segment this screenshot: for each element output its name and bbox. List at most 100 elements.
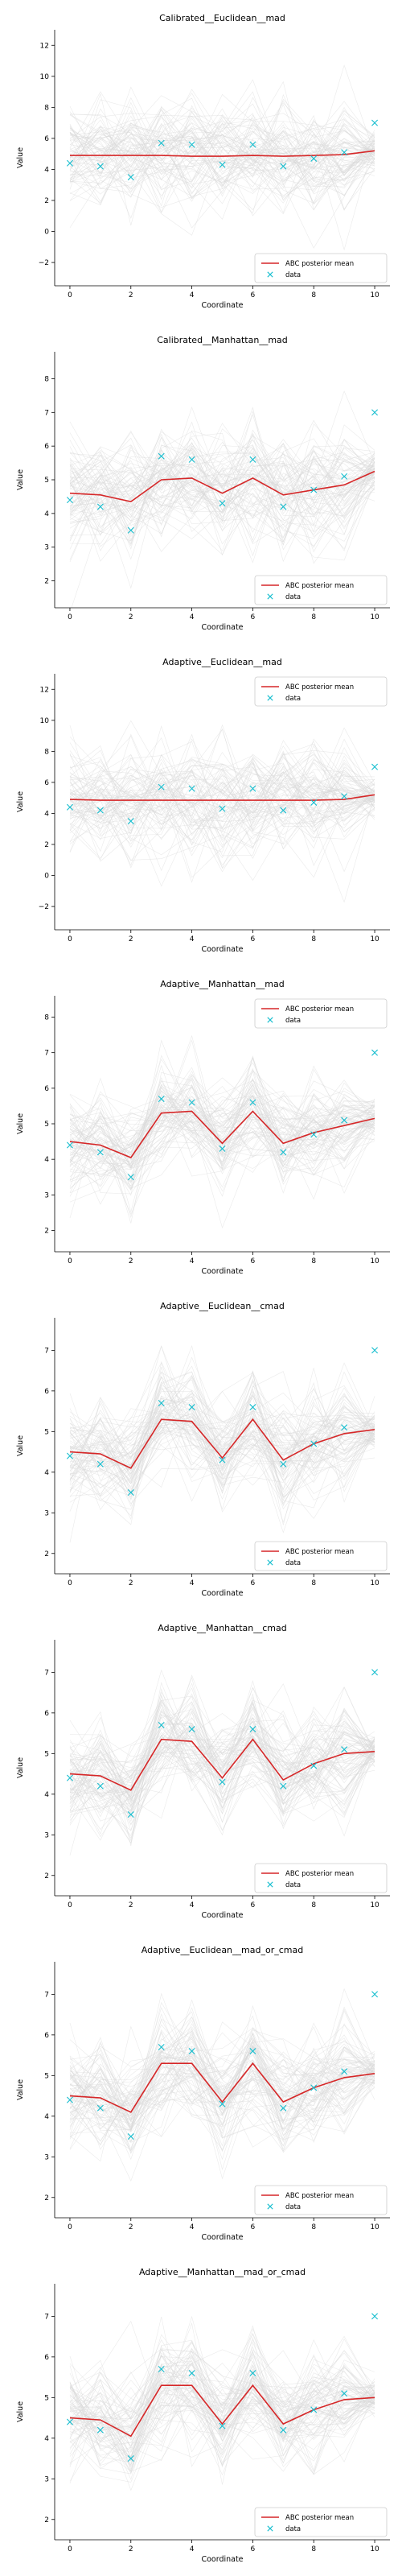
legend: ABC posterior mean data <box>254 998 388 1029</box>
sample-trace <box>69 1101 375 1163</box>
y-tick-label: 5 <box>44 477 49 485</box>
y-tick-label: −2 <box>39 259 49 267</box>
y-tick-label: 4 <box>44 1156 49 1164</box>
x-tick-label: 8 <box>311 935 316 943</box>
x-tick-label: 2 <box>129 613 133 621</box>
sample-trace <box>69 762 375 846</box>
y-tick-label: 5 <box>44 1121 49 1129</box>
sample-trace <box>69 95 375 215</box>
sample-trace <box>69 122 375 189</box>
data-point <box>188 785 195 792</box>
sample-trace <box>69 725 375 833</box>
sample-trace <box>69 2013 375 2130</box>
sample-trace <box>69 790 375 869</box>
sample-trace <box>69 64 375 184</box>
y-tick-label: 4 <box>44 510 49 518</box>
sample-trace <box>69 753 375 823</box>
sample-trace <box>69 1086 375 1187</box>
y-tick-label: 2 <box>44 1872 49 1880</box>
data-point <box>96 1782 104 1790</box>
chart-title: Calibrated__Manhattan__mad <box>157 335 288 345</box>
x-tick-label: 4 <box>190 1579 195 1587</box>
sample-trace <box>69 2355 375 2472</box>
sample-trace <box>69 742 375 839</box>
sample-trace <box>69 1711 375 1794</box>
data-point <box>341 2068 348 2075</box>
x-axis-label: Coordinate <box>201 2233 243 2242</box>
x-tick-label: 8 <box>311 1901 316 1909</box>
x-tick-label: 2 <box>129 935 133 943</box>
x-tick-label: 4 <box>190 1257 195 1265</box>
legend: ABC posterior mean data <box>254 1863 388 1893</box>
legend-label-mean: ABC posterior mean <box>285 1548 354 1556</box>
data-point <box>310 1762 318 1769</box>
legend-marker-swatch <box>267 2525 273 2532</box>
y-axis-label: Value <box>16 469 25 490</box>
sample-trace <box>69 2375 375 2458</box>
chart-title: Adaptive__Manhattan__cmad <box>158 1623 286 1633</box>
sample-trace <box>69 745 375 833</box>
legend-label-data: data <box>285 2525 301 2533</box>
sample-trace <box>69 2042 375 2130</box>
legend-marker-swatch <box>267 593 273 600</box>
data-point <box>310 486 318 493</box>
sample-trace <box>69 2334 375 2475</box>
data-point <box>96 2426 104 2434</box>
data-point <box>280 1149 287 1156</box>
x-tick-label: 0 <box>68 1579 72 1587</box>
y-tick-label: 3 <box>44 544 49 552</box>
sample-trace <box>69 1393 375 1502</box>
sample-trace <box>69 1095 375 1163</box>
sample-trace <box>69 1726 375 1813</box>
x-tick-label: 4 <box>190 613 195 621</box>
sample-trace <box>69 1372 375 1517</box>
y-tick-label: 2 <box>44 2516 49 2524</box>
sample-trace <box>69 2363 375 2462</box>
chart-panel: 0 2 4 6 8 10 −2 0 2 4 6 8 10 12 Adaptive__Euclidean__m… <box>16 657 390 954</box>
sample-trace <box>69 454 375 534</box>
posterior-mean-line <box>69 1738 375 1791</box>
x-tick-label: 8 <box>311 1257 316 1265</box>
sample-trace <box>69 439 375 514</box>
posterior-mean-line <box>69 1110 375 1158</box>
sample-trace <box>69 114 375 196</box>
x-tick-label: 8 <box>311 2545 316 2553</box>
sample-trace <box>69 1080 375 1169</box>
chart-title: Adaptive__Manhattan__mad_or_cmad <box>139 2267 306 2277</box>
data-markers <box>66 1669 379 1818</box>
x-tick-label: 8 <box>311 613 316 621</box>
sample-trace <box>69 445 375 542</box>
sample-trace <box>69 1084 375 1172</box>
y-tick-label: 6 <box>44 1388 49 1396</box>
y-tick-label: 6 <box>44 1710 49 1718</box>
chart-title: Adaptive__Euclidean__mad <box>162 657 282 667</box>
data-point <box>66 1141 73 1149</box>
sample-trace <box>69 753 375 835</box>
legend-box <box>254 998 388 1029</box>
x-tick-label: 10 <box>370 291 379 299</box>
sample-trace <box>69 93 375 226</box>
sample-trace <box>69 1992 375 2131</box>
y-axis-label: Value <box>16 147 25 168</box>
y-tick-label: −2 <box>39 903 49 911</box>
sample-trace <box>69 1392 375 1498</box>
sample-trace <box>69 1728 375 1836</box>
sample-trace <box>69 2046 375 2170</box>
x-tick-label: 6 <box>251 935 256 943</box>
y-tick-label: 6 <box>44 779 49 787</box>
sample-trace <box>69 1094 375 1178</box>
chart-panel: 0 2 4 6 8 10 2 3 4 5 6 7 8 Calibrated__Manhattan__mad… <box>16 335 390 632</box>
sample-trace <box>69 1699 375 1794</box>
sample-trace <box>69 758 375 866</box>
data-point <box>371 763 379 770</box>
sample-trace <box>69 136 375 195</box>
sample-trace <box>69 766 375 873</box>
sample-trace <box>69 443 375 535</box>
data-point <box>249 2370 256 2377</box>
sample-trace <box>69 770 375 828</box>
y-tick-label: 8 <box>44 375 49 383</box>
sample-trace <box>69 2345 375 2462</box>
sample-trace <box>69 446 375 518</box>
y-tick-label: 5 <box>44 1750 49 1758</box>
sample-trace <box>69 1737 375 1839</box>
